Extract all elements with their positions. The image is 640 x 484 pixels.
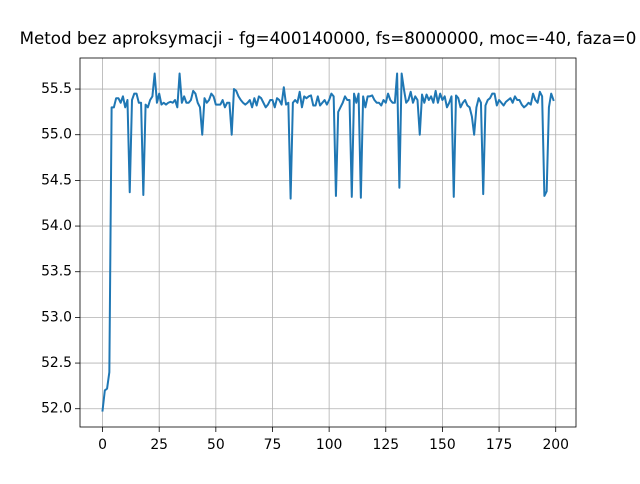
y-tick-label: 53.5 — [41, 264, 72, 280]
x-tick-label: 75 — [264, 437, 282, 453]
y-tick-label: 55.5 — [41, 81, 72, 97]
y-tick-label: 54.5 — [41, 172, 72, 188]
x-tick-label: 200 — [542, 437, 569, 453]
x-tick-label: 25 — [150, 437, 168, 453]
x-tick-label: 50 — [207, 437, 225, 453]
y-tick-label: 54.0 — [41, 218, 72, 234]
x-tick-label: 100 — [316, 437, 343, 453]
y-tick-label: 52.5 — [41, 355, 72, 371]
x-tick-label: 175 — [486, 437, 513, 453]
chart-title: Metod bez aproksymacji - fg=400140000, f… — [20, 28, 637, 48]
y-tick-label: 53.0 — [41, 309, 72, 325]
data-line — [101, 72, 555, 412]
x-tick-label: 0 — [98, 437, 107, 453]
x-tick-label: 150 — [429, 437, 456, 453]
x-tick-label: 125 — [373, 437, 400, 453]
y-tick-label: 55.0 — [41, 127, 72, 143]
plot-frame — [79, 57, 577, 428]
y-tick-label: 52.0 — [41, 401, 72, 417]
